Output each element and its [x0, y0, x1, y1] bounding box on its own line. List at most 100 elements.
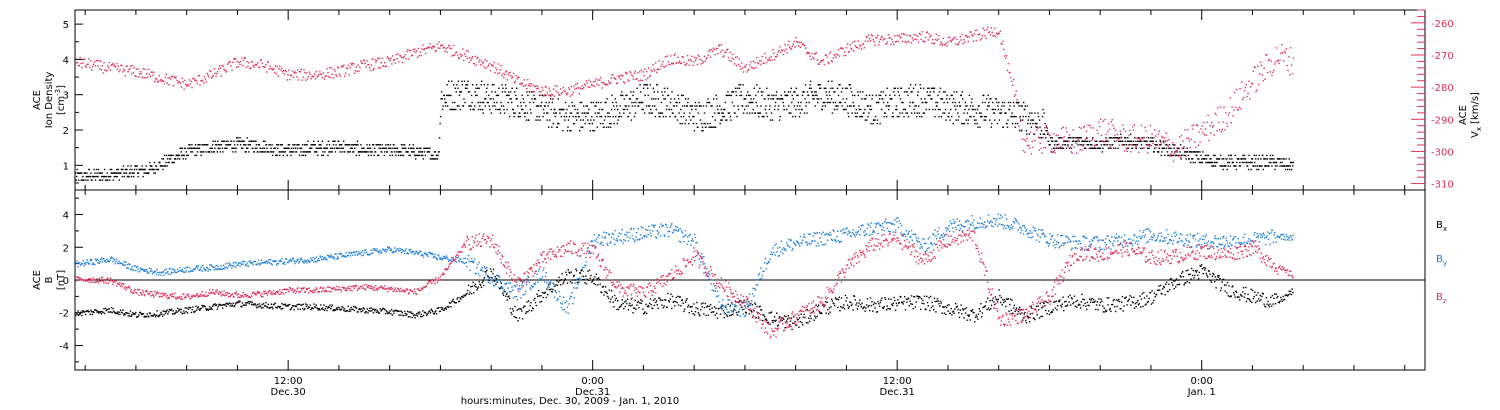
bx-point	[137, 315, 139, 318]
bx-point	[147, 315, 149, 317]
density-point	[287, 144, 290, 146]
bx-point	[176, 311, 178, 314]
vx-point	[427, 46, 429, 48]
density-point	[736, 115, 738, 118]
bx-point	[630, 305, 632, 307]
density-point	[674, 115, 677, 118]
density-point	[395, 154, 397, 157]
bx-point	[516, 309, 518, 311]
density-point	[1021, 130, 1023, 132]
density-point	[806, 112, 808, 114]
density-point	[1220, 154, 1222, 157]
vx-point	[260, 59, 262, 61]
density-point	[688, 122, 690, 125]
vx-point	[136, 68, 138, 70]
density-point	[383, 154, 385, 157]
vx-point	[506, 79, 508, 81]
density-point	[1292, 161, 1294, 164]
vx-point	[602, 82, 604, 84]
vx-point	[261, 62, 263, 64]
density-point	[925, 108, 927, 111]
bx-point	[670, 293, 672, 295]
density-point	[528, 91, 531, 93]
density-point	[105, 175, 107, 178]
bx-point	[649, 302, 651, 304]
vx-point	[719, 51, 722, 53]
density-point	[959, 105, 961, 107]
vx-point	[690, 60, 692, 62]
density-point	[799, 112, 802, 114]
vx-point	[819, 61, 821, 64]
bx-point	[587, 270, 589, 272]
bx-point	[515, 316, 517, 318]
density-point	[567, 126, 569, 128]
vx-point	[648, 76, 651, 78]
vx-point	[273, 68, 275, 70]
vx-point	[1223, 106, 1225, 109]
density-point	[165, 154, 168, 157]
vx-point	[775, 56, 778, 58]
vx-point	[110, 64, 112, 66]
density-point	[399, 151, 401, 153]
vx-point	[134, 75, 136, 77]
vx-point	[529, 85, 532, 87]
bx-point	[326, 309, 328, 312]
density-point	[918, 105, 920, 107]
density-point	[1053, 147, 1055, 149]
vx-point	[330, 67, 333, 69]
vx-point	[262, 65, 264, 68]
vx-label-1: ACE	[1458, 105, 1469, 125]
bx-point	[550, 288, 552, 291]
density-point	[1019, 115, 1021, 118]
vx-point	[981, 35, 984, 37]
bx-point	[840, 297, 843, 299]
bx-point	[499, 288, 501, 290]
density-point	[1064, 144, 1067, 146]
density-point	[953, 91, 955, 93]
vx-point	[627, 79, 629, 81]
vx-point	[861, 43, 864, 45]
vx-point	[327, 72, 329, 74]
bx-point	[358, 308, 360, 311]
density-point	[1228, 161, 1230, 164]
vx-point	[1169, 155, 1171, 157]
bx-point	[486, 269, 488, 272]
bx-point	[716, 312, 718, 315]
vx-point	[1147, 152, 1149, 154]
density-point	[733, 105, 735, 107]
density-point	[188, 144, 190, 146]
vx-point	[137, 68, 139, 70]
density-point	[703, 122, 705, 125]
density-point	[611, 94, 613, 97]
bx-point	[115, 312, 117, 314]
density-point	[1278, 158, 1281, 160]
vx-point	[703, 55, 706, 58]
vx-point	[1218, 129, 1221, 131]
density-point	[470, 94, 473, 97]
density-point	[327, 140, 330, 142]
vx-point	[127, 71, 129, 73]
vx-point	[111, 64, 113, 66]
density-point	[1024, 105, 1026, 107]
vx-point	[972, 35, 974, 37]
vx-point	[152, 74, 154, 76]
density-point	[1034, 112, 1036, 114]
vx-point	[221, 64, 223, 67]
bx-point	[639, 302, 641, 304]
density-point	[154, 172, 157, 174]
density-point	[753, 98, 755, 100]
bx-point	[610, 298, 612, 300]
density-point	[1214, 165, 1217, 167]
density-point	[1160, 144, 1162, 146]
bx-point	[154, 314, 156, 316]
density-point	[384, 147, 386, 149]
vx-point	[1010, 76, 1012, 79]
density-point	[593, 130, 596, 132]
bx-point	[573, 274, 575, 277]
bx-point	[351, 308, 353, 311]
vx-point	[868, 34, 870, 36]
density-point	[301, 144, 304, 146]
vx-point	[312, 76, 314, 78]
density-point	[303, 144, 306, 146]
density-point	[423, 151, 426, 153]
